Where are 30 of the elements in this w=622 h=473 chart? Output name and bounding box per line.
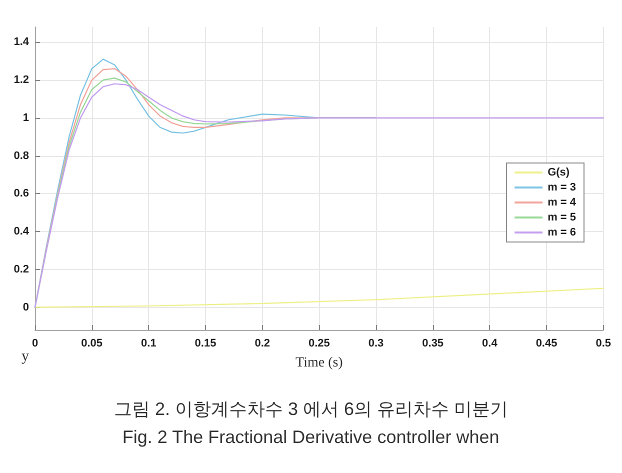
y-axis-title: y [22, 348, 30, 364]
line-series [34, 288, 604, 308]
y-tick-label: 0.8 [14, 150, 29, 162]
x-tick-label: 0.15 [194, 338, 216, 350]
caption: 그림 2. 이항계수차수 3 에서 6의 유리차수 미분기 [114, 399, 508, 419]
x-tick-label: 0.2 [254, 338, 270, 350]
x-tick-label: 0.05 [81, 338, 103, 350]
y-tick-label: 0.6 [14, 188, 29, 200]
x-tick-label: 0.25 [308, 338, 330, 350]
y-tick-label: 1 [22, 112, 29, 124]
line-series [34, 83, 604, 308]
x-tick-label: 0.35 [422, 338, 444, 350]
caption: Fig. 2 The Fractional Derivative controller when [122, 427, 500, 447]
y-tick-label: 0.4 [14, 226, 30, 238]
x-tick-label: 0.1 [141, 338, 156, 350]
x-tick-label: 0.5 [596, 338, 612, 350]
legend-label: m = 6 [548, 226, 576, 238]
y-tick-label: 1.4 [14, 36, 30, 48]
legend-label: G(s) [548, 166, 570, 178]
x-tick-label: 0.45 [536, 338, 558, 350]
legend-label: m = 4 [548, 196, 577, 208]
y-tick-label: 0 [22, 301, 29, 314]
legend-label: m = 3 [548, 182, 576, 194]
x-axis-title: Time (s) [296, 356, 344, 370]
y-tick-label: 1.2 [14, 74, 29, 86]
y-tick-label: 0.2 [14, 263, 29, 276]
x-tick-label: 0.3 [368, 338, 384, 350]
x-tick-label: 0 [32, 338, 38, 350]
legend-label: m = 5 [548, 212, 576, 224]
x-tick-label: 0.4 [482, 338, 498, 350]
